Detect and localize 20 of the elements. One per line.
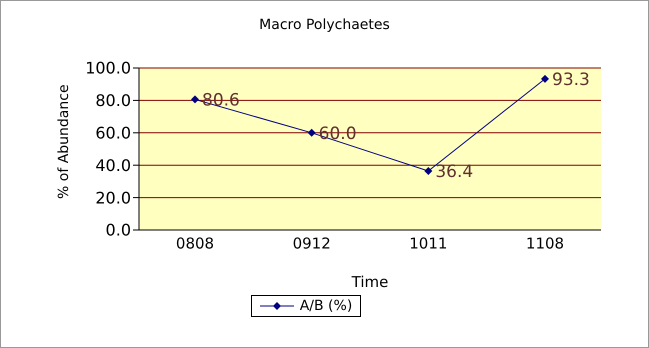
point xyxy=(308,128,316,137)
y-tick-label: 0.0 xyxy=(106,220,131,240)
y-tick-label: 60.0 xyxy=(95,123,131,142)
legend-label: A/B (%) xyxy=(300,298,352,314)
chart-title: Macro Polychaetes xyxy=(258,17,391,33)
point xyxy=(191,95,199,104)
x-tick-label: 1011 xyxy=(409,234,448,253)
point xyxy=(541,74,549,83)
y-tick-label: 40.0 xyxy=(95,156,131,175)
y-tick-label: 80.0 xyxy=(95,91,131,110)
x-axis-title: Time xyxy=(350,273,388,291)
point xyxy=(424,167,432,176)
x-tick-label: 0912 xyxy=(292,234,331,253)
data-label: 36.4 xyxy=(435,162,474,182)
y-tick-label: 100.0 xyxy=(85,58,131,78)
y-axis-title: % of Abundance xyxy=(56,84,72,199)
data-label: 93.3 xyxy=(552,70,590,90)
x-tick-label: 0808 xyxy=(176,234,214,253)
x-tick-label: 1108 xyxy=(526,234,564,253)
y-tick-label: 20.0 xyxy=(95,188,131,208)
